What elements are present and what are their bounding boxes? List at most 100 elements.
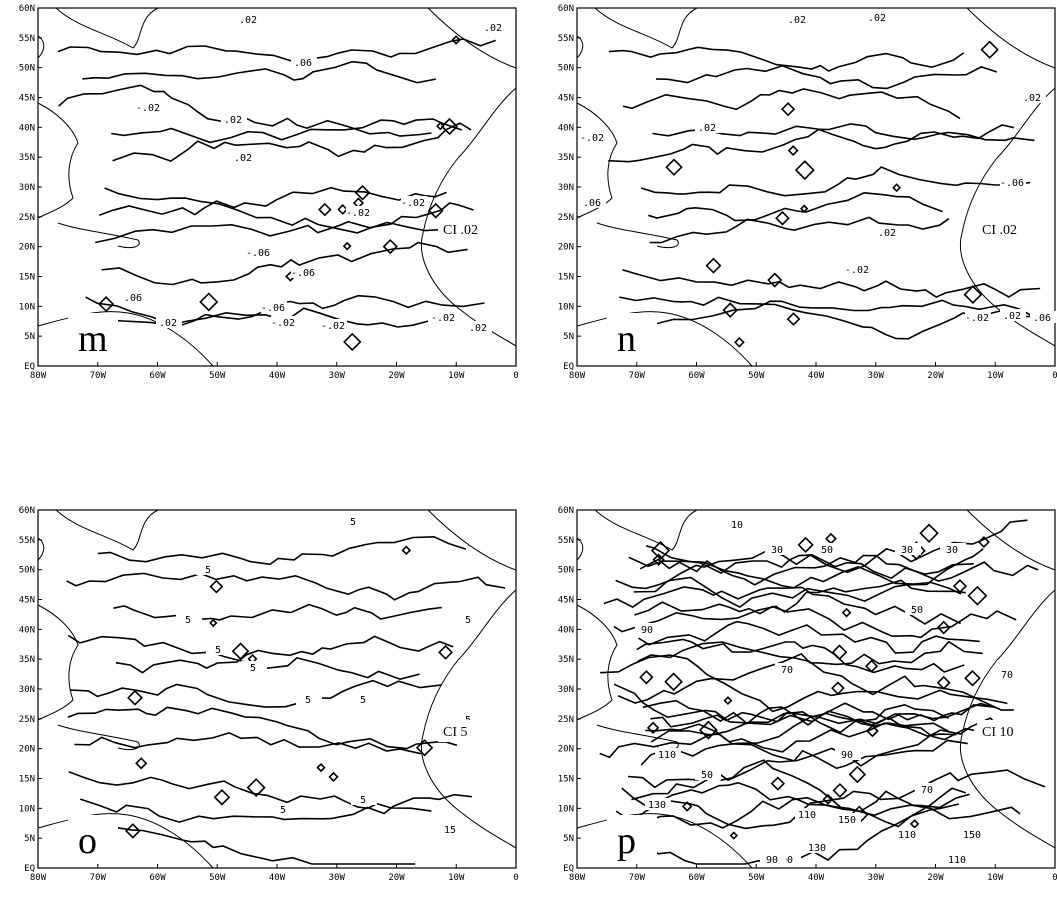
contour-label: .02 — [234, 153, 252, 164]
coastline — [38, 36, 44, 58]
lon-label: 10W — [987, 371, 1004, 381]
contour-label: 50 — [701, 770, 713, 781]
lat-label: 5N — [24, 332, 35, 342]
contour-label: 90 — [766, 855, 778, 866]
lon-label: 0 — [1052, 371, 1057, 381]
lat-label: 40N — [19, 625, 35, 635]
contour-label: .02 — [224, 115, 242, 126]
lat-label: 40N — [558, 625, 574, 635]
lat-label: 5N — [24, 834, 35, 844]
contour-loop — [665, 674, 681, 690]
contour-label: -.02 — [965, 313, 989, 324]
contour-loop — [826, 534, 835, 543]
contour-loop — [965, 671, 979, 685]
contour-line — [102, 243, 468, 285]
lon-label: 50W — [748, 371, 765, 381]
coastline — [960, 590, 1055, 848]
lat-label: 45N — [558, 596, 574, 606]
lat-label: 25N — [19, 715, 35, 725]
lon-label: 40W — [269, 371, 286, 381]
lat-label: 45N — [558, 94, 574, 104]
contour-loop — [344, 243, 351, 250]
lon-label: 80W — [569, 371, 586, 381]
coastline — [428, 8, 516, 68]
contour-line — [634, 520, 1028, 592]
contour-loop — [834, 784, 847, 797]
lat-label: 60N — [19, 506, 35, 516]
lon-label: 30W — [868, 371, 885, 381]
contour-label: .02 — [469, 323, 487, 334]
contour-line — [109, 826, 415, 864]
contour-loop — [920, 525, 937, 542]
map-panel: 555555555551560N55N50N45N40N35N30N25N20N… — [19, 506, 519, 883]
contour-label: .02 — [484, 23, 502, 34]
lat-label: 15N — [558, 775, 574, 785]
lat-label: 30N — [558, 183, 574, 193]
contour-loop — [330, 773, 338, 781]
contour-line — [641, 167, 1030, 196]
lat-label: 40N — [558, 123, 574, 133]
contour-line — [608, 124, 1034, 162]
lat-label: 40N — [19, 123, 35, 133]
lon-label: 40W — [808, 873, 825, 883]
lat-label: 15N — [19, 775, 35, 785]
contour-label: 70 — [1001, 670, 1013, 681]
contour-loop — [439, 646, 452, 659]
lon-label: 30W — [868, 873, 885, 883]
lon-label: 60W — [688, 371, 705, 381]
contour-label: .02 — [878, 228, 896, 239]
contour-label: .02 — [159, 318, 177, 329]
contour-label: .02 — [698, 123, 716, 134]
contour-interval: CI .02 — [982, 223, 1017, 238]
coastline — [597, 223, 678, 248]
coastline — [595, 510, 697, 550]
contour-line — [651, 731, 968, 768]
contour-loop — [796, 161, 814, 179]
contour-label: 15 — [444, 825, 456, 836]
lat-label: 25N — [558, 213, 574, 223]
contour-label: -.02 — [580, 133, 604, 144]
lat-label: 45N — [19, 94, 35, 104]
coastline — [38, 538, 44, 560]
contour-label: .06 — [124, 293, 142, 304]
lat-label: 10N — [558, 804, 574, 814]
contour-line — [71, 681, 442, 708]
lat-label: 10N — [19, 804, 35, 814]
lat-label: 20N — [19, 745, 35, 755]
contour-label: 10 — [731, 520, 743, 531]
contour-loop — [233, 644, 248, 659]
contour-label: 70 — [781, 665, 793, 676]
lon-label: 20W — [927, 371, 944, 381]
lon-label: 20W — [388, 873, 405, 883]
contour-line — [650, 217, 949, 242]
contour-loop — [788, 313, 799, 324]
contour-line — [58, 39, 496, 62]
contour-loop — [707, 259, 721, 273]
lat-label: 5N — [563, 834, 574, 844]
coastline — [577, 605, 617, 720]
contour-label: .06 — [1033, 313, 1051, 324]
contour-label: .02 — [1023, 93, 1041, 104]
lon-label: 10W — [448, 873, 465, 883]
lat-label: 25N — [19, 213, 35, 223]
lon-label: 30W — [329, 371, 346, 381]
contour-line — [67, 573, 506, 599]
contour-line — [623, 270, 1041, 297]
coastline — [597, 725, 678, 750]
contour-loop — [318, 764, 325, 771]
contour-label: 5 — [360, 795, 366, 806]
lon-label: 20W — [388, 371, 405, 381]
coastline — [38, 312, 213, 366]
panel-letter: n — [617, 318, 636, 360]
contour-loop — [768, 274, 781, 287]
coastline — [56, 510, 158, 550]
contour-label: -.02 — [271, 318, 295, 329]
lon-label: 30W — [329, 873, 346, 883]
contour-label: 90 — [641, 625, 653, 636]
contour-loop — [850, 767, 865, 782]
lat-label: 60N — [558, 4, 574, 14]
contour-label: 5 — [465, 615, 471, 626]
contour-label: 5 — [205, 565, 211, 576]
contour-label: 5 — [250, 663, 256, 674]
contour-loop — [772, 778, 784, 790]
